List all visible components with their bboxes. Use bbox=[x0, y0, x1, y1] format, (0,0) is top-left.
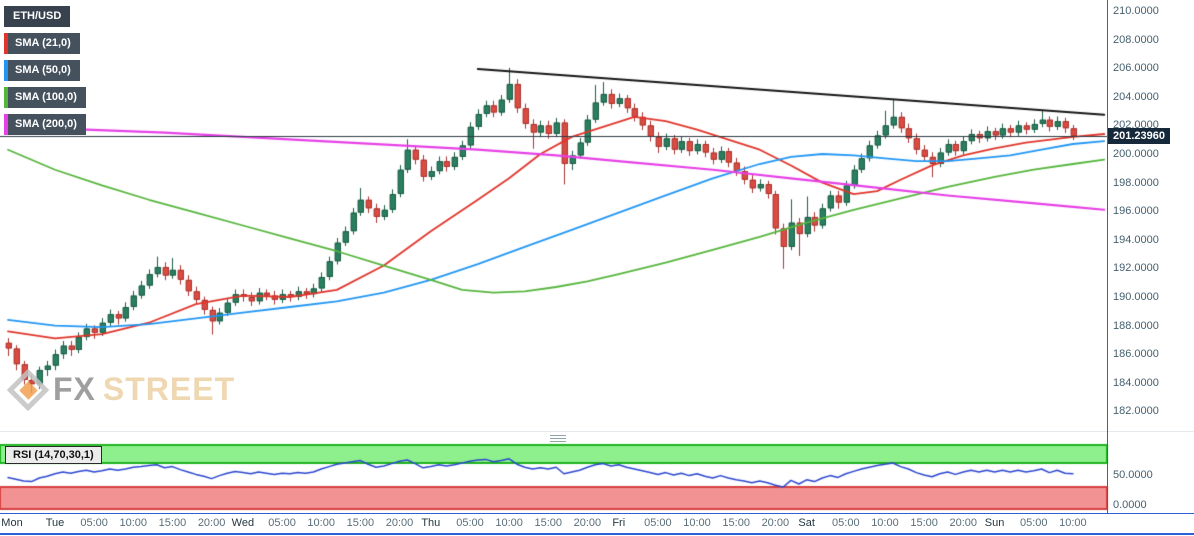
time-axis-label: 05:00 bbox=[456, 517, 484, 529]
watermark-street-text: STREET bbox=[102, 370, 236, 407]
price-axis-label: 192.0000 bbox=[1113, 262, 1159, 275]
time-axis-label: 20:00 bbox=[949, 517, 978, 529]
time-axis-label: 10:00 bbox=[495, 517, 523, 529]
time-axis-label: Sun bbox=[984, 517, 1005, 529]
time-axis-label: Tue bbox=[45, 517, 65, 529]
time-axis-label: 05:00 bbox=[1019, 517, 1048, 529]
time-axis-label: 05:00 bbox=[644, 517, 672, 529]
time-axis-label: Sat bbox=[798, 517, 815, 529]
time-axis-label: 10:00 bbox=[871, 517, 899, 529]
legend-item-sma-100[interactable]: SMA (100,0) bbox=[4, 87, 86, 108]
rsi-axis-label: 50.0000 bbox=[1113, 469, 1153, 481]
time-axis-label: 15:00 bbox=[158, 517, 187, 529]
time-axis-label: Mon bbox=[1, 517, 23, 529]
panel-resize-handle[interactable] bbox=[548, 433, 568, 444]
fxstreet-logo-icon bbox=[8, 370, 46, 408]
chart-bottom-border bbox=[0, 533, 1194, 535]
time-axis-label: Fri bbox=[612, 517, 626, 529]
time-axis-label: 10:00 bbox=[683, 517, 711, 529]
time-axis-label: 10:00 bbox=[307, 517, 335, 529]
time-axis-label: 10:00 bbox=[119, 517, 148, 529]
price-axis-label: 208.0000 bbox=[1113, 33, 1159, 46]
price-axis-label: 194.0000 bbox=[1113, 233, 1159, 246]
time-axis-label: 20:00 bbox=[197, 517, 226, 529]
time-axis-label: 10:00 bbox=[1059, 517, 1087, 529]
legend-item-sma-21[interactable]: SMA (21,0) bbox=[4, 33, 80, 54]
time-axis-label: 20:00 bbox=[573, 517, 602, 529]
current-price-tag: 201.23960 bbox=[1108, 128, 1170, 145]
price-axis-label: 210.0000 bbox=[1113, 5, 1159, 17]
price-axis-label: 196.0000 bbox=[1113, 205, 1159, 218]
time-axis-label: 05:00 bbox=[832, 517, 860, 529]
price-axis-label: 188.0000 bbox=[1113, 319, 1159, 332]
price-axis-label: 190.0000 bbox=[1113, 291, 1159, 303]
time-axis-label: 15:00 bbox=[534, 517, 563, 529]
price-chart-canvas[interactable] bbox=[0, 0, 1194, 430]
rsi-panel-canvas[interactable] bbox=[0, 430, 1194, 514]
price-axis-label: 204.0000 bbox=[1113, 90, 1159, 103]
price-axis-label: 206.0000 bbox=[1113, 62, 1159, 75]
legend: ETH/USD SMA (21,0) SMA (50,0) SMA (100,0) S… bbox=[4, 6, 86, 135]
time-axis-label: 15:00 bbox=[910, 517, 938, 529]
symbol-badge[interactable]: ETH/USD bbox=[4, 6, 71, 27]
rsi-panel-bottom-border bbox=[0, 513, 1194, 514]
time-axis-label: 15:00 bbox=[346, 517, 375, 529]
time-axis-label: 20:00 bbox=[385, 517, 414, 529]
rsi-axis-label: 0.0000 bbox=[1113, 499, 1147, 511]
time-axis-label: 15:00 bbox=[722, 517, 750, 529]
legend-item-sma-200[interactable]: SMA (200,0) bbox=[4, 114, 86, 135]
price-axis-border bbox=[1107, 0, 1108, 513]
price-axis-label: 198.0000 bbox=[1113, 176, 1159, 189]
fxstreet-watermark: FX STREET bbox=[8, 370, 235, 408]
price-axis-label: 184.0000 bbox=[1113, 376, 1159, 389]
watermark-fx-text: FX bbox=[53, 370, 96, 407]
time-axis-label: Wed bbox=[231, 517, 255, 529]
panel-separator bbox=[0, 431, 1194, 432]
legend-item-sma-50[interactable]: SMA (50,0) bbox=[4, 60, 80, 81]
price-axis-label: 200.0000 bbox=[1113, 148, 1159, 160]
time-axis-label: 05:00 bbox=[80, 517, 108, 529]
price-axis-label: 182.0000 bbox=[1113, 405, 1159, 418]
price-axis-label: 186.0000 bbox=[1113, 348, 1159, 361]
time-axis-label: Thu bbox=[421, 517, 441, 529]
time-axis-label: 20:00 bbox=[761, 517, 790, 529]
rsi-indicator-label[interactable]: RSI (14,70,30,1) bbox=[5, 446, 102, 464]
time-axis-label: 05:00 bbox=[268, 517, 296, 529]
